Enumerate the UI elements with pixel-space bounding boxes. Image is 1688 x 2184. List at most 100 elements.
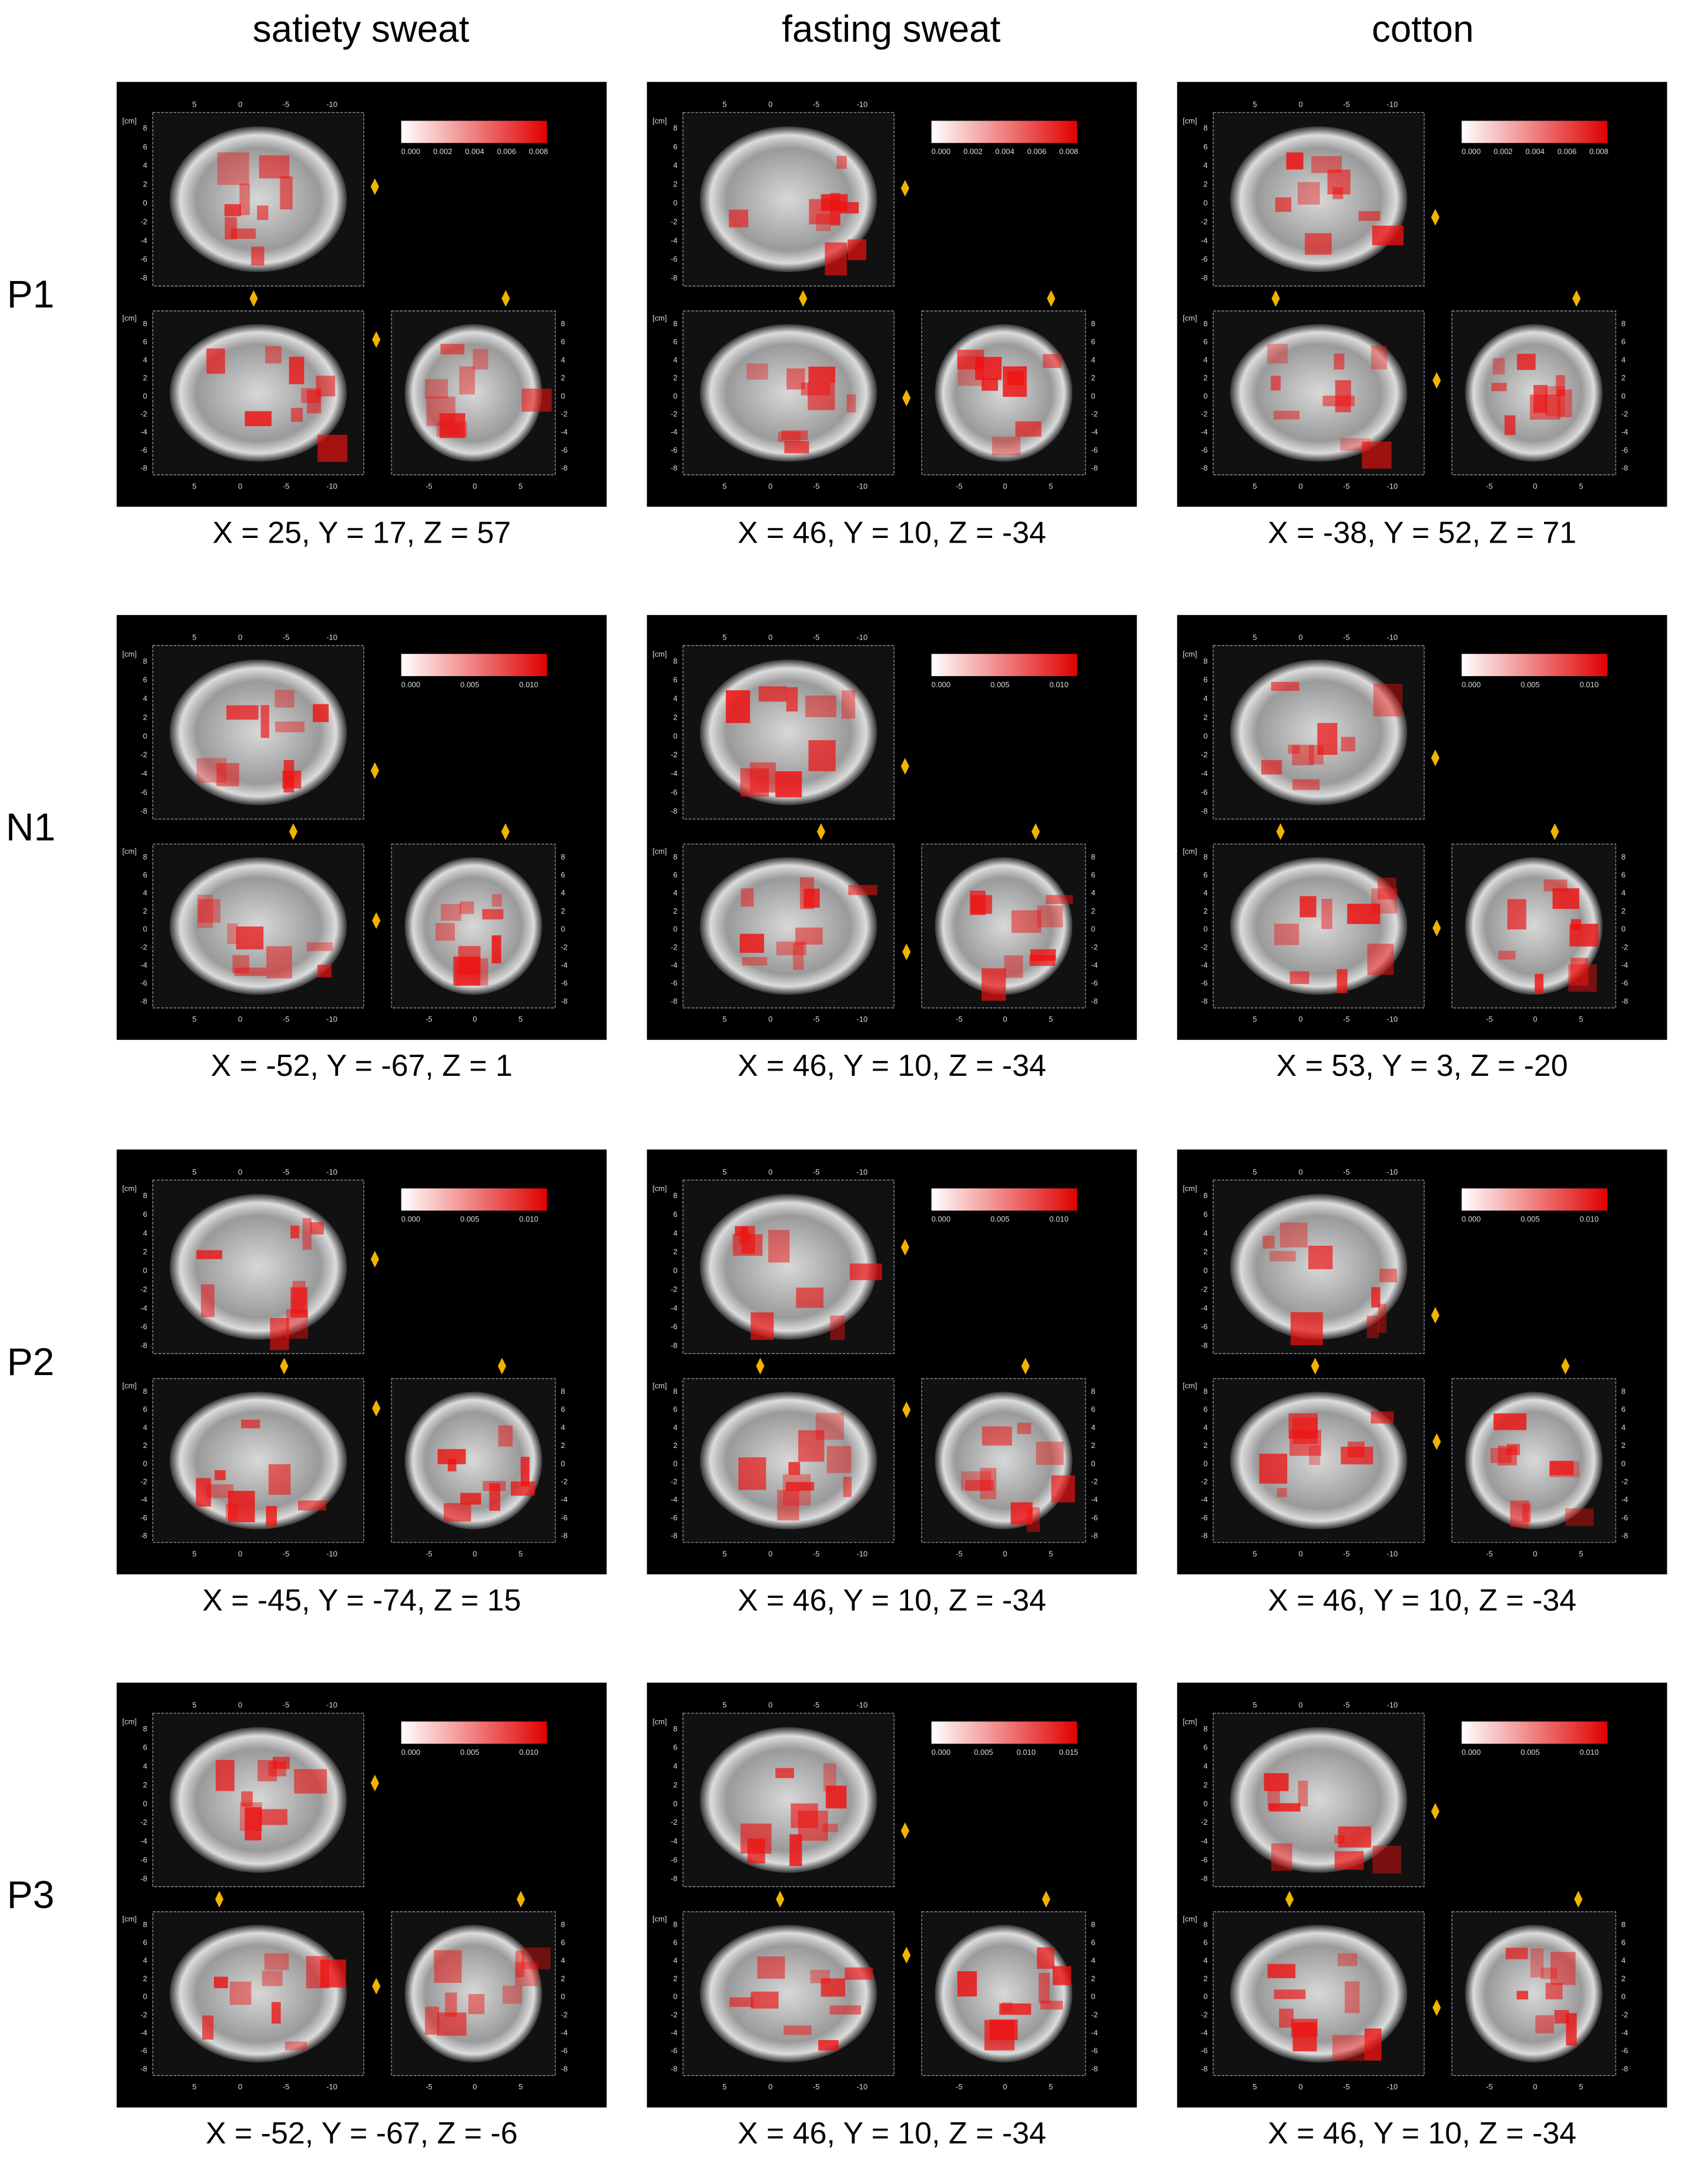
tick-label: -8 bbox=[561, 1531, 568, 1540]
column-header: fasting sweat bbox=[782, 8, 1000, 50]
activation bbox=[426, 396, 456, 426]
tick-label: 2 bbox=[673, 373, 677, 382]
tick-label: 8 bbox=[1621, 1387, 1625, 1396]
activation bbox=[980, 1467, 997, 1500]
tick-label: 8 bbox=[1204, 657, 1208, 665]
activation bbox=[291, 407, 303, 422]
tick-label: -5 bbox=[426, 1015, 433, 1024]
brain-image bbox=[699, 857, 878, 995]
tick-label: -8 bbox=[1621, 464, 1628, 473]
tick-label: -4 bbox=[140, 427, 148, 436]
tick-label: -10 bbox=[856, 100, 868, 109]
tick-label: -5 bbox=[1343, 1015, 1350, 1024]
tick-label: -8 bbox=[1201, 1531, 1208, 1540]
tick-label: -6 bbox=[1201, 2046, 1208, 2055]
activation bbox=[264, 1953, 289, 1971]
tick-label: 5 bbox=[1252, 2082, 1257, 2091]
tick-label: 5 bbox=[192, 633, 196, 642]
activation bbox=[843, 1476, 852, 1497]
tick-label: -2 bbox=[140, 217, 148, 226]
tick-label: -6 bbox=[671, 255, 678, 263]
activation bbox=[266, 946, 292, 979]
activation bbox=[1535, 974, 1544, 994]
activation bbox=[849, 1263, 882, 1280]
tick-label: -6 bbox=[140, 1513, 148, 1522]
tick-label: -6 bbox=[671, 1322, 678, 1331]
activation bbox=[848, 239, 866, 260]
colorbar-label: 0.010 bbox=[1580, 680, 1599, 689]
tick-label: 8 bbox=[1621, 319, 1625, 328]
tick-label: -4 bbox=[1201, 236, 1208, 245]
tick-label: 2 bbox=[1204, 713, 1208, 721]
activation bbox=[1341, 737, 1355, 752]
tick-label: -6 bbox=[671, 446, 678, 454]
tick-label: 8 bbox=[1091, 319, 1095, 328]
tick-label: -2 bbox=[1201, 942, 1208, 951]
marker-diamond bbox=[902, 389, 911, 407]
panel: [cm] [cm] 5 5 0 0 -5 -5 -10 -10 8 8 8 6 6 6 4 4 4 2 2 2 0 0 0 -2 -… bbox=[647, 82, 1137, 507]
tick-label: 4 bbox=[1204, 161, 1208, 170]
tick-label: 8 bbox=[1621, 1920, 1625, 1929]
tick-label: 0 bbox=[1003, 481, 1007, 490]
tick-label: -8 bbox=[1091, 2064, 1098, 2073]
tick-label: 5 bbox=[722, 100, 726, 109]
activation bbox=[1530, 1948, 1544, 1978]
activation bbox=[453, 956, 481, 986]
panel: [cm] [cm] 5 5 0 0 -5 -5 -10 -10 8 8 8 6 6 6 4 4 4 2 2 2 0 0 0 -2 -… bbox=[1177, 1683, 1667, 2108]
activation bbox=[1533, 384, 1548, 413]
tick-label: 2 bbox=[673, 180, 677, 189]
marker-diamond bbox=[372, 912, 381, 929]
tick-label: 8 bbox=[143, 657, 147, 665]
unit-label: [cm] bbox=[652, 116, 667, 125]
marker-diamond bbox=[501, 290, 510, 307]
tick-label: -10 bbox=[326, 633, 337, 642]
panel: [cm] [cm] 5 5 0 0 -5 -5 -10 -10 8 8 8 6 6 6 4 4 4 2 2 2 0 0 0 -2 -… bbox=[116, 615, 607, 1040]
colorbar bbox=[401, 121, 547, 143]
activation bbox=[1268, 1803, 1301, 1812]
activation bbox=[1273, 410, 1300, 420]
tick-label: 4 bbox=[1091, 888, 1095, 897]
tick-label: 4 bbox=[143, 1956, 147, 1965]
coordinates-caption: X = 46, Y = 10, Z = -34 bbox=[738, 516, 1046, 550]
marker-diamond bbox=[497, 1357, 507, 1374]
marker-diamond bbox=[280, 1357, 289, 1374]
colorbar-label: 0.006 bbox=[1558, 147, 1576, 156]
tick-label: -8 bbox=[671, 273, 678, 282]
tick-label: 2 bbox=[1204, 907, 1208, 915]
colorbar-label: 0.010 bbox=[1580, 1215, 1599, 1223]
tick-label: -2 bbox=[140, 942, 148, 951]
activation bbox=[1498, 951, 1516, 960]
activation bbox=[791, 1803, 818, 1828]
brain-image bbox=[699, 126, 878, 272]
tick-label: -2 bbox=[671, 1818, 678, 1827]
activation bbox=[1545, 1983, 1563, 1999]
tick-label: 2 bbox=[673, 1247, 677, 1256]
tick-label: 5 bbox=[722, 633, 726, 642]
tick-label: 5 bbox=[192, 1701, 196, 1710]
tick-label: -4 bbox=[671, 1495, 678, 1504]
activation bbox=[284, 2041, 307, 2051]
tick-label: 5 bbox=[722, 1168, 726, 1176]
activation bbox=[440, 904, 461, 921]
tick-label: -2 bbox=[671, 1477, 678, 1486]
tick-label: 8 bbox=[1204, 1191, 1208, 1200]
tick-label: 6 bbox=[143, 1743, 147, 1752]
tick-label: -8 bbox=[140, 464, 148, 473]
brain-image bbox=[935, 1392, 1073, 1530]
activation bbox=[1550, 1952, 1576, 1985]
coordinates-caption: X = 46, Y = 10, Z = -34 bbox=[738, 1583, 1046, 1617]
activation bbox=[758, 686, 787, 702]
tick-label: 0 bbox=[1204, 1266, 1208, 1275]
tick-label: -4 bbox=[1201, 2028, 1208, 2037]
tick-label: 0 bbox=[1621, 1992, 1625, 2001]
panel: [cm] [cm] 5 5 0 0 -5 -5 -10 -10 8 8 8 6 6 6 4 4 4 2 2 2 0 0 0 -2 -… bbox=[1177, 615, 1667, 1040]
colorbar-label: 0.000 bbox=[1462, 1215, 1481, 1223]
activation bbox=[515, 1951, 525, 1978]
tick-label: 0 bbox=[1298, 100, 1302, 109]
activation bbox=[1492, 357, 1505, 374]
tick-label: 0 bbox=[143, 1799, 147, 1808]
tick-label: 0 bbox=[673, 1266, 677, 1275]
activation bbox=[236, 927, 264, 949]
tick-label: 5 bbox=[1252, 1549, 1257, 1558]
column-header: cotton bbox=[1372, 8, 1474, 50]
